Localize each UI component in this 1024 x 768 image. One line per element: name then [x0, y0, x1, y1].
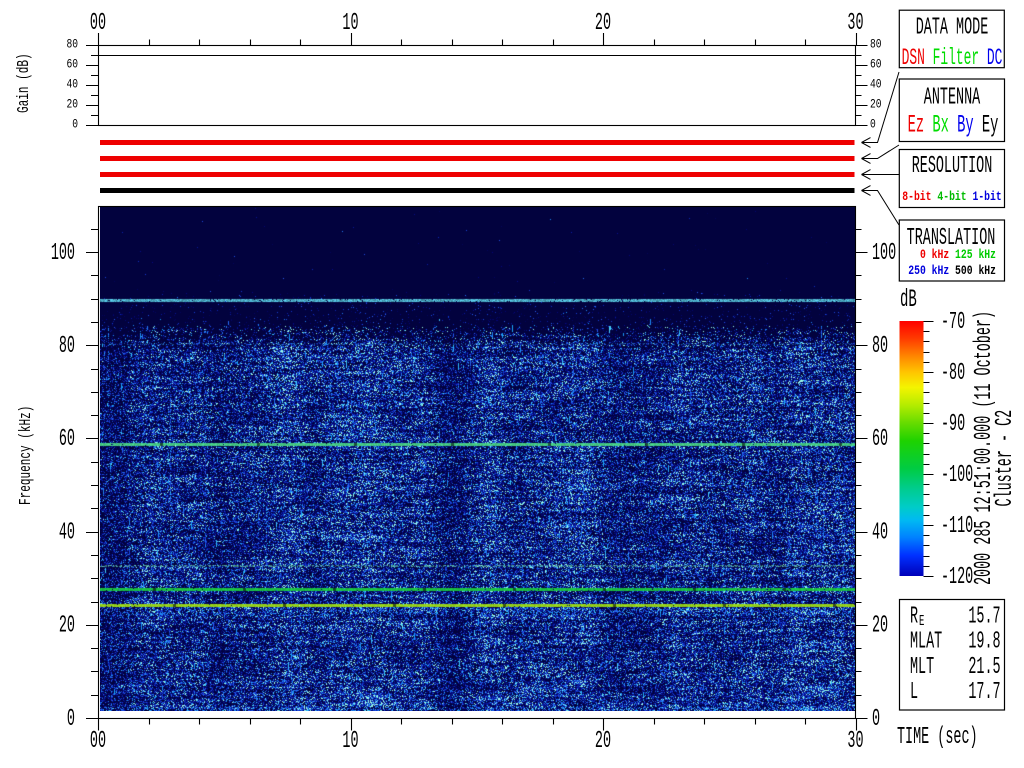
- svg-text:20: 20: [595, 9, 611, 36]
- svg-text:Ez Bx By Ey: Ez Bx By Ey: [908, 112, 999, 141]
- svg-text:60: 60: [870, 57, 882, 72]
- svg-text:80: 80: [66, 37, 78, 52]
- svg-text:TRANSLATION: TRANSLATION: [907, 224, 996, 251]
- svg-text:0: 0: [872, 705, 880, 732]
- svg-text:00: 00: [90, 9, 106, 36]
- svg-text:15.7: 15.7: [968, 603, 1000, 630]
- svg-text:MLAT: MLAT: [910, 628, 942, 655]
- svg-text:DSN Filter DC: DSN Filter DC: [902, 44, 1003, 71]
- svg-text:-90: -90: [941, 410, 965, 437]
- svg-text:DATA MODE: DATA MODE: [916, 14, 989, 41]
- svg-text:20: 20: [595, 727, 611, 754]
- svg-text:19.8: 19.8: [968, 628, 1000, 655]
- svg-text:30: 30: [847, 9, 863, 36]
- svg-text:20: 20: [59, 612, 75, 639]
- svg-text:40: 40: [872, 519, 888, 546]
- svg-text:20: 20: [66, 97, 78, 112]
- svg-text:0: 0: [72, 117, 78, 132]
- svg-text:-120: -120: [941, 563, 973, 590]
- svg-text:-80: -80: [941, 359, 965, 386]
- svg-text:20: 20: [870, 97, 882, 112]
- svg-text:21.5: 21.5: [968, 653, 1000, 680]
- svg-text:-110: -110: [941, 512, 973, 539]
- svg-text:80: 80: [59, 332, 75, 359]
- svg-text:0: 0: [870, 117, 876, 132]
- svg-text:TIME (sec): TIME (sec): [897, 723, 978, 750]
- svg-text:00: 00: [90, 727, 106, 754]
- svg-text:RESOLUTION: RESOLUTION: [912, 152, 993, 179]
- svg-text:30: 30: [847, 727, 863, 754]
- svg-text:2000 285 12:51:00.000 (11 Octo: 2000 285 12:51:00.000 (11 October): [970, 311, 997, 585]
- svg-text:17.7: 17.7: [968, 678, 1000, 705]
- svg-text:60: 60: [66, 57, 78, 72]
- svg-text:60: 60: [872, 425, 888, 452]
- svg-text:100: 100: [51, 239, 75, 266]
- svg-text:Gain (dB): Gain (dB): [15, 53, 34, 113]
- svg-text:8-bit 4-bit 1-bit: 8-bit 4-bit 1-bit: [902, 190, 1001, 205]
- svg-text:20: 20: [872, 612, 888, 639]
- svg-text:10: 10: [342, 727, 358, 754]
- svg-text:Cluster - C2: Cluster - C2: [991, 410, 1018, 507]
- svg-text:-70: -70: [941, 308, 965, 335]
- svg-text:ANTENNA: ANTENNA: [924, 84, 981, 111]
- svg-text:60: 60: [59, 425, 75, 452]
- svg-text:-100: -100: [941, 461, 973, 488]
- svg-text:40: 40: [59, 519, 75, 546]
- svg-text:Frequency (kHz): Frequency (kHz): [17, 406, 36, 505]
- svg-text:E: E: [919, 613, 924, 630]
- svg-text:L: L: [910, 678, 918, 705]
- svg-text:80: 80: [872, 332, 888, 359]
- svg-text:0 kHz 125 kHz: 0 kHz 125 kHz: [920, 248, 996, 263]
- svg-text:80: 80: [870, 37, 882, 52]
- svg-text:40: 40: [66, 77, 78, 92]
- svg-text:10: 10: [342, 9, 358, 36]
- svg-text:MLT: MLT: [910, 653, 934, 680]
- svg-text:40: 40: [870, 77, 882, 92]
- svg-text:100: 100: [872, 239, 896, 266]
- svg-text:dB: dB: [900, 286, 917, 314]
- svg-text:R: R: [910, 603, 918, 630]
- svg-text:0: 0: [67, 705, 75, 732]
- svg-text:250 kHz 500 kHz: 250 kHz 500 kHz: [908, 264, 996, 279]
